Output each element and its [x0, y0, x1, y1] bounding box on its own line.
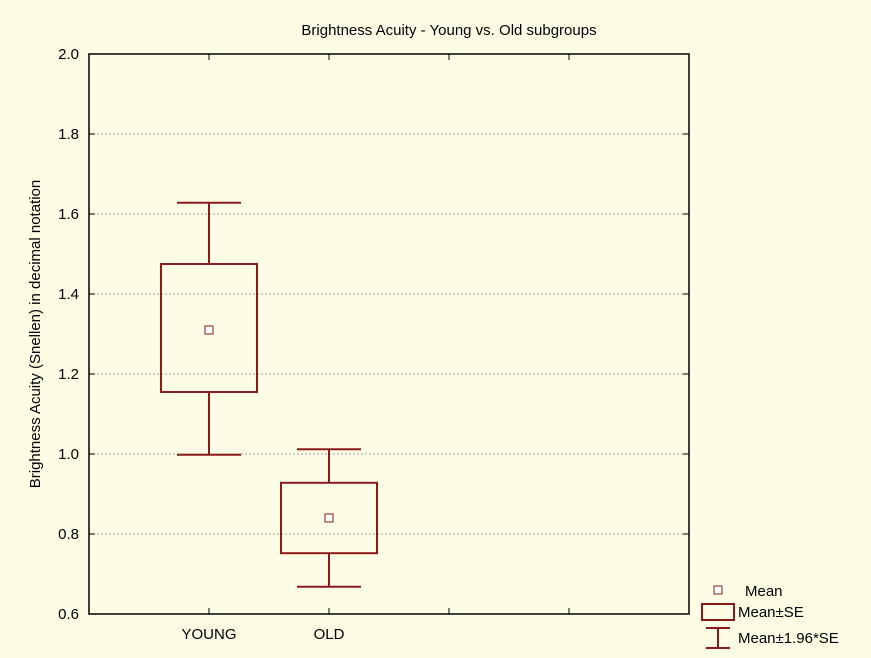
y-axis: 0.6 0.8 1.0 1.2 1.4 1.6 1.8 2.0	[58, 46, 689, 623]
x-axis: YOUNG OLD	[181, 54, 570, 643]
se-box	[280, 481, 378, 555]
plot-frame	[88, 53, 690, 615]
x-tick-label: YOUNG	[181, 626, 236, 643]
grid-lines	[89, 133, 689, 535]
y-tick-label: 2.0	[58, 46, 79, 63]
y-tick-label: 1.8	[58, 126, 79, 143]
legend-label-mean: Mean	[745, 583, 783, 600]
chart-title: Brightness Acuity - Young vs. Old subgro…	[301, 22, 596, 39]
se-box	[160, 263, 258, 393]
legend: Mean Mean±SE Mean±1.96*SE	[701, 583, 839, 649]
box-series	[160, 201, 378, 588]
x-tick-label: OLD	[314, 626, 345, 643]
y-tick-label: 1.6	[58, 206, 79, 223]
legend-label-se: Mean±SE	[738, 604, 804, 621]
legend-se-box	[701, 603, 735, 621]
y-tick-label: 0.8	[58, 526, 79, 543]
box-young	[160, 201, 258, 456]
y-tick-label: 1.2	[58, 366, 79, 383]
y-tick-label: 1.0	[58, 446, 79, 463]
box-old	[280, 448, 378, 588]
y-tick-label: 1.4	[58, 286, 79, 303]
mean-marker	[324, 513, 334, 523]
y-tick-label: 0.6	[58, 606, 79, 623]
mean-marker	[204, 325, 214, 335]
y-axis-label: Brightness Acuity (Snellen) in decimal n…	[27, 180, 44, 489]
legend-mean-marker	[713, 585, 723, 595]
legend-label-ci: Mean±1.96*SE	[738, 630, 839, 647]
